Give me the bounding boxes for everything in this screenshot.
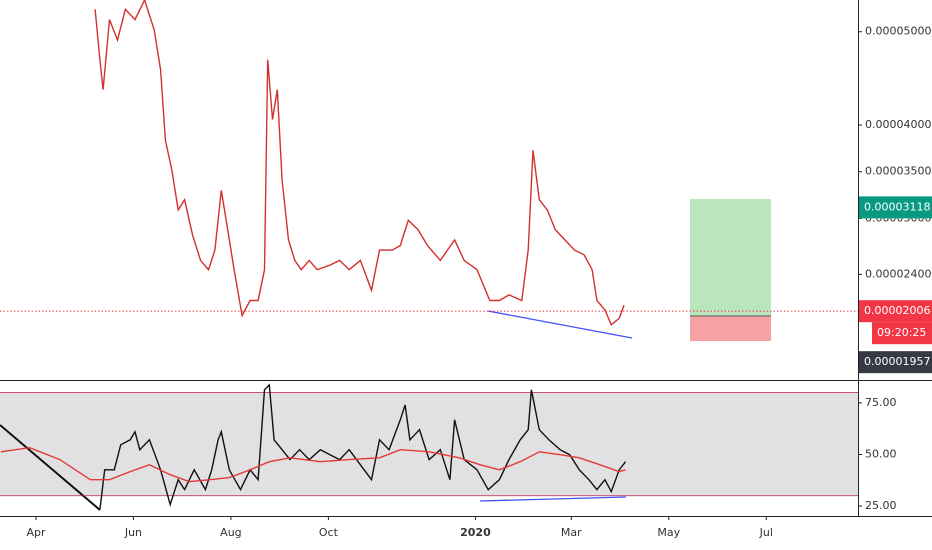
target-zone	[690, 199, 771, 316]
series-line	[99, 383, 627, 510]
x-tick-label: Aug	[220, 526, 241, 539]
y-tick-label: 75.00	[865, 396, 897, 409]
x-tick-label: Jul	[759, 526, 773, 539]
y-tick-label: 0.00004000	[865, 118, 931, 131]
price-tag: 0.00002006	[864, 304, 930, 317]
stop-zone	[690, 316, 771, 341]
price-tag-bg	[859, 351, 932, 374]
y-tick-label: 25.00	[865, 499, 897, 512]
price-tag: 0.00001957	[864, 355, 930, 368]
rsi-trend-line	[479, 496, 627, 502]
price-tag: 0.00003118	[864, 200, 930, 213]
price-tag-bg	[859, 300, 932, 323]
x-tick-label: Apr	[26, 526, 46, 539]
y-tick-label: 50.00	[865, 447, 897, 460]
x-tick-label: Mar	[561, 526, 582, 539]
countdown: 09:20:25	[877, 326, 926, 339]
x-tick-label: 2020	[460, 526, 491, 539]
x-tick-label: Jun	[124, 526, 142, 539]
series-line	[0, 446, 626, 483]
series-line	[94, 0, 625, 326]
trend-line	[487, 310, 633, 339]
y-tick-label: 0.00003500	[865, 165, 931, 178]
y-tick-label: 0.00002400	[865, 267, 931, 280]
countdown-bg	[872, 322, 932, 345]
y-tick-label: 0.00005000	[865, 25, 931, 38]
x-tick-label: Oct	[319, 526, 339, 539]
rsi-band	[0, 392, 858, 496]
price-tag-bg	[859, 196, 932, 219]
x-tick-label: May	[657, 526, 680, 539]
